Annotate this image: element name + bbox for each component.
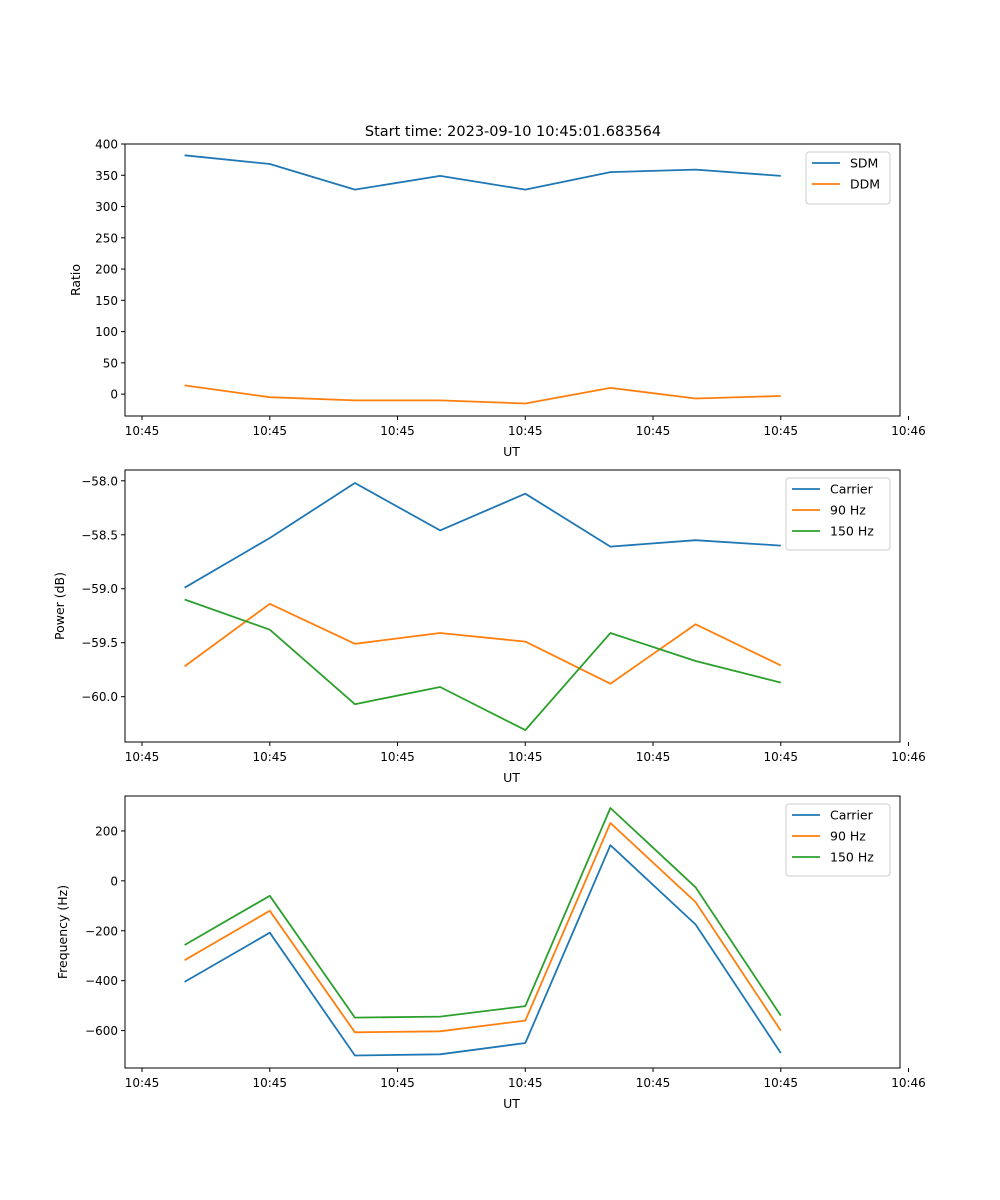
x-tick-label: 10:45 (252, 424, 287, 438)
y-tick-label: 0 (110, 874, 118, 888)
legend-label: Carrier (830, 482, 874, 497)
y-tick-label: 350 (95, 169, 118, 183)
legend-label: 90 Hz (830, 829, 866, 844)
x-tick-label: 10:45 (636, 750, 671, 764)
y-tick-label: 400 (95, 138, 118, 152)
x-tick-label: 10:46 (891, 424, 926, 438)
y-tick-label: −600 (85, 1024, 118, 1038)
y-tick-label: 200 (95, 824, 118, 838)
x-tick-label: 10:45 (636, 424, 671, 438)
series-line-sdm (184, 154, 781, 191)
subplot-2: 10:45 10:45 10:45 10:45 10:45 10:45 10:46 −60.0… (52, 469, 926, 785)
subplot-1: 10:45 10:45 10:45 10:45 10:45 10:45 10:46 0 50 10… (68, 138, 926, 460)
y-tick-label: −60.0 (81, 690, 118, 704)
y-axis-label: Power (dB) (52, 572, 67, 640)
y-tick-label: −59.0 (81, 582, 118, 596)
y-tick-label: 200 (95, 263, 118, 277)
series-line-90-hz (184, 602, 782, 685)
x-tick-label: 10:45 (508, 424, 543, 438)
y-axis-label: Frequency (Hz) (55, 885, 70, 979)
y-tick-label: 250 (95, 231, 118, 245)
y-tick-label: −200 (85, 924, 118, 938)
x-axis-label: UT (503, 1096, 520, 1111)
y-tick-label: 0 (110, 388, 118, 402)
axes-frame (124, 795, 901, 1069)
x-tick-label: 10:45 (125, 750, 160, 764)
legend-label: SDM (850, 156, 878, 171)
series-line-150-hz (184, 807, 782, 1019)
figure-title: Start time: 2023-09-10 10:45:01.683564 (365, 124, 661, 140)
axes-frame (124, 143, 901, 417)
y-tick-label: −58.0 (81, 474, 118, 488)
y-axis-label: Ratio (68, 264, 83, 296)
series-line-150-hz (184, 598, 782, 731)
x-axis-label: UT (503, 444, 520, 459)
x-tick-label: 10:45 (763, 1076, 798, 1090)
legend (785, 803, 891, 877)
x-tick-label: 10:45 (763, 424, 798, 438)
y-tick-label: 50 (103, 356, 118, 370)
x-tick-label: 10:45 (636, 1076, 671, 1090)
x-tick-label: 10:46 (891, 750, 926, 764)
y-tick-label: −58.5 (81, 528, 118, 542)
series-line-carrier (184, 482, 781, 589)
x-axis-label: UT (503, 770, 520, 785)
x-tick-label: 10:45 (508, 750, 543, 764)
x-tick-label: 10:45 (125, 424, 160, 438)
y-tick-label: −59.5 (81, 636, 118, 650)
legend-label: 150 Hz (830, 850, 874, 865)
series-line-90-hz (184, 822, 782, 1034)
x-tick-label: 10:45 (380, 424, 415, 438)
axes-frame (124, 469, 901, 743)
x-tick-label: 10:45 (508, 1076, 543, 1090)
series-line-ddm (184, 384, 781, 405)
x-tick-label: 10:45 (125, 1076, 160, 1090)
legend-label: Carrier (830, 808, 874, 823)
legend-label: DDM (850, 177, 880, 192)
legend-label: 150 Hz (830, 524, 874, 539)
y-tick-label: 300 (95, 200, 118, 214)
x-tick-label: 10:45 (380, 750, 415, 764)
x-tick-label: 10:45 (763, 750, 798, 764)
x-tick-label: 10:46 (891, 1076, 926, 1090)
legend-label: 90 Hz (830, 503, 866, 518)
y-tick-label: 100 (95, 325, 118, 339)
subplot-3: 10:45 10:45 10:45 10:45 10:45 10:45 10:46 −600 −… (55, 795, 926, 1111)
legend (785, 477, 891, 551)
x-tick-label: 10:45 (252, 1076, 287, 1090)
y-tick-label: 150 (95, 294, 118, 308)
x-tick-label: 10:45 (252, 750, 287, 764)
y-tick-label: −400 (85, 974, 118, 988)
x-tick-label: 10:45 (380, 1076, 415, 1090)
legend (805, 151, 891, 205)
series-line-carrier (184, 844, 782, 1057)
